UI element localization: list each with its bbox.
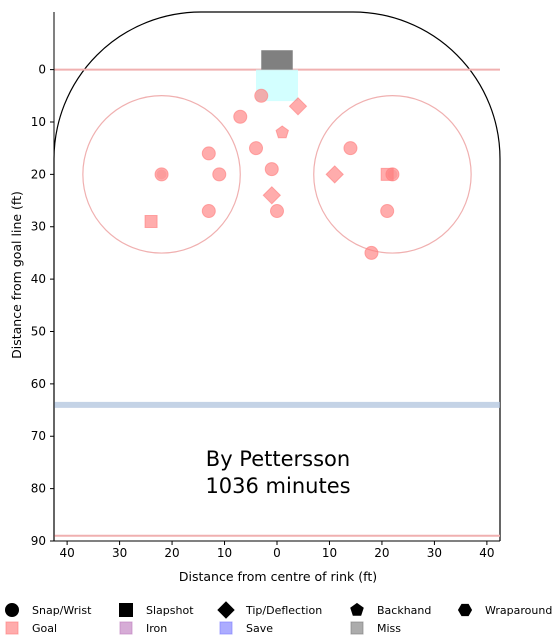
axes: 40 30 20 10 0 10 20 30 40 0 10 20 30 40 50 60 70 80 90 — [31, 12, 500, 560]
x-axis-label: Distance from centre of rink (ft) — [179, 569, 377, 584]
shot-point — [144, 215, 158, 229]
shot-point — [201, 146, 216, 161]
x-tick-label: 20 — [164, 546, 179, 560]
shot-point — [249, 141, 264, 156]
legend-shot-label: Snap/Wrist — [32, 604, 92, 617]
legend-result-marker — [5, 621, 19, 635]
shot-point — [275, 125, 289, 139]
annotation-line-1: By Pettersson — [206, 447, 350, 471]
y-tick-label: 10 — [31, 115, 46, 129]
y-tick-label: 80 — [31, 482, 46, 496]
legend-result-label: Save — [246, 622, 273, 635]
x-tick-label: 30 — [427, 546, 442, 560]
x-tick-label: 10 — [217, 546, 232, 560]
legend-result-marker — [219, 621, 233, 635]
faceoff-circle-left — [82, 95, 241, 254]
legend-shot-marker — [457, 603, 473, 617]
legend-shot-label: Wraparound — [485, 604, 552, 617]
legend-result-marker — [119, 621, 133, 635]
shot-point — [233, 109, 248, 124]
y-tick-label: 90 — [31, 534, 46, 548]
shot-points — [144, 88, 400, 260]
x-tick-label: 10 — [322, 546, 337, 560]
legend: Snap/Wrist Slapshot Tip/Deflection Backhand… — [5, 601, 552, 635]
y-tick-label: 50 — [31, 324, 46, 338]
x-tick-label: 30 — [112, 546, 127, 560]
x-tick-label: 20 — [374, 546, 389, 560]
legend-result-label: Miss — [377, 622, 401, 635]
rink-outline — [53, 11, 501, 541]
legend-result-label: Iron — [146, 622, 167, 635]
shot-point — [262, 186, 282, 205]
shot-point — [264, 162, 279, 177]
legend-shot-marker — [217, 601, 235, 619]
legend-shot-label: Slapshot — [146, 604, 194, 617]
legend-shot-marker — [350, 602, 364, 616]
shot-point — [385, 167, 400, 182]
y-tick-label: 30 — [31, 220, 46, 234]
shot-point — [325, 165, 344, 184]
x-tick-label: 0 — [273, 546, 281, 560]
y-tick-label: 70 — [31, 429, 46, 443]
shot-point — [343, 141, 358, 156]
y-axis-label: Distance from goal line (ft) — [9, 191, 24, 359]
shot-point — [270, 204, 284, 219]
x-tick-label: 40 — [59, 546, 74, 560]
legend-result-label: Goal — [32, 622, 57, 635]
y-tick-label: 20 — [31, 167, 46, 181]
legend-shot-label: Backhand — [377, 604, 431, 617]
legend-shot-marker — [5, 603, 19, 617]
shot-point — [380, 204, 395, 219]
shot-point — [154, 167, 169, 182]
goal-net — [261, 50, 293, 70]
y-tick-label: 60 — [31, 377, 46, 391]
x-tick-label: 40 — [479, 546, 494, 560]
shot-point — [364, 245, 379, 260]
shot-point — [254, 88, 269, 103]
shot-point — [201, 204, 216, 219]
y-tick-label: 0 — [38, 63, 46, 77]
legend-shot-label: Tip/Deflection — [245, 604, 322, 617]
legend-shot-marker — [119, 603, 133, 617]
y-tick-label: 40 — [31, 272, 46, 286]
shot-point — [212, 167, 227, 182]
shot-point — [288, 97, 308, 116]
faceoff-circle-right — [313, 95, 472, 254]
legend-result-marker — [350, 621, 364, 635]
annotation-line-2: 1036 minutes — [205, 474, 350, 498]
